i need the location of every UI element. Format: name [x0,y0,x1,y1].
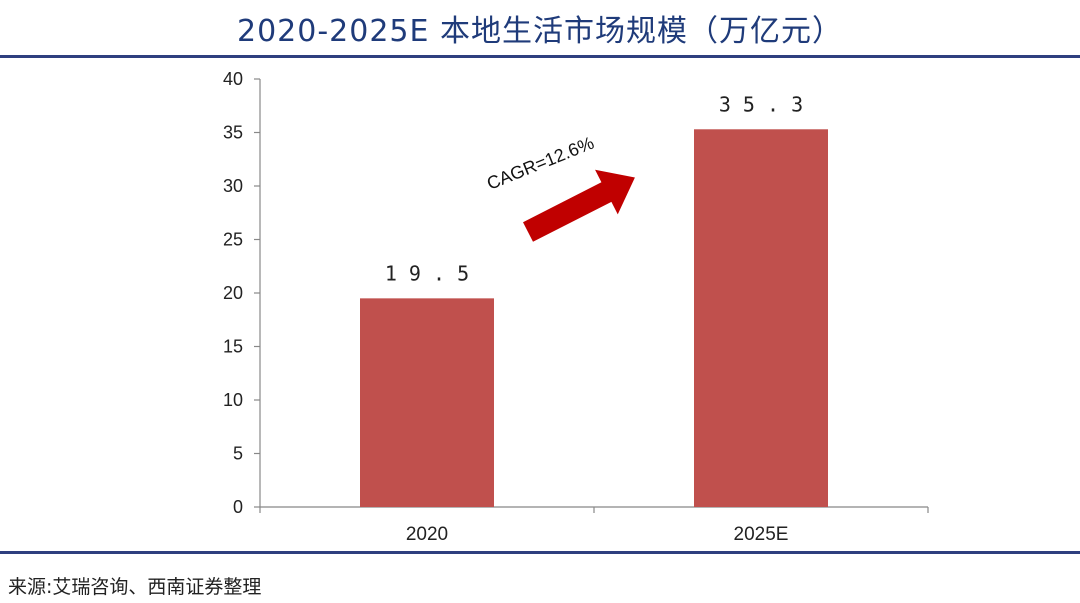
y-tick-label: 15 [223,337,243,357]
y-tick-label: 10 [223,390,243,410]
y-tick-label: 35 [223,123,243,143]
y-tick-label: 20 [223,283,243,303]
bar-2025e [694,129,828,508]
cagr-arrow-group: CAGR=12.6% [484,133,635,242]
data-label: 3 5 . 3 [719,92,803,116]
chart-labels: 1 9 . 5 2020 3 5 . 3 2025E [385,92,803,545]
y-tick-label: 0 [233,497,243,517]
y-tick-label: 5 [233,444,243,464]
y-tick-label: 30 [223,176,243,196]
source-note: 来源:艾瑞咨询、西南证券整理 [8,576,262,598]
data-label: 1 9 . 5 [385,261,469,285]
y-tick-label: 25 [223,230,243,250]
chart-title: 2020-2025E 本地生活市场规模（万亿元） [236,14,843,49]
cagr-arrow [523,169,635,242]
x-tick-label: 2020 [406,524,448,545]
cagr-annotation: CAGR=12.6% [484,133,597,194]
x-tick-label: 2025E [734,524,789,545]
chart-bars [360,129,828,508]
bottom-divider [0,551,1080,554]
top-divider [0,55,1080,58]
y-tick-label: 40 [223,69,243,89]
bar-2020 [360,298,494,507]
